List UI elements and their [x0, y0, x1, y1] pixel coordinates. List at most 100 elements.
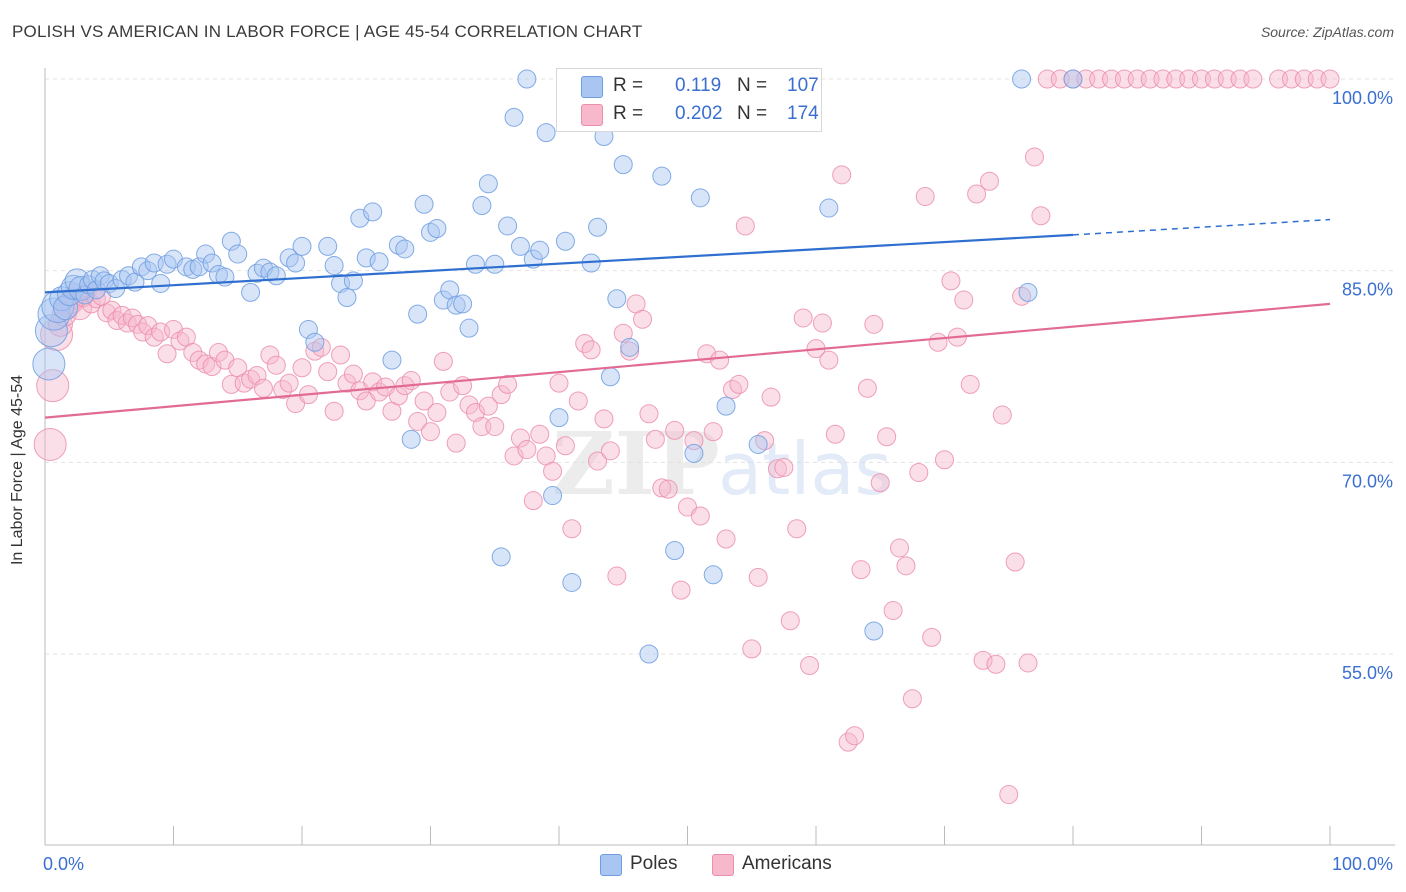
americans-point	[812, 313, 832, 333]
n-value: 174	[787, 103, 819, 124]
americans-point	[845, 726, 865, 746]
americans-point	[690, 506, 710, 526]
poles-point	[228, 244, 248, 264]
americans-point	[607, 566, 627, 586]
americans-point	[247, 365, 267, 385]
americans-point	[864, 314, 884, 334]
americans-point	[915, 187, 935, 207]
americans-point	[967, 184, 987, 204]
r-value: 0.202	[675, 103, 723, 124]
poles-point	[498, 216, 518, 236]
poles-point	[318, 236, 338, 256]
americans-point	[941, 271, 961, 291]
poles-point	[138, 261, 158, 281]
americans-point	[761, 387, 781, 407]
americans-point	[433, 351, 453, 371]
americans-point	[780, 611, 800, 631]
poles-point	[620, 337, 640, 357]
americans-point	[710, 350, 730, 370]
americans-points	[33, 69, 1340, 805]
americans-point	[588, 451, 608, 471]
y-tick-label: 55.0%	[1342, 663, 1393, 683]
axes	[44, 68, 1395, 846]
poles-point	[337, 288, 357, 307]
americans-point	[363, 372, 383, 392]
poles-point	[562, 572, 582, 592]
correlation-legend: R = 0.119 N = 107 R = 0.202 N = 174	[556, 68, 822, 132]
poles-swatch	[581, 76, 603, 98]
legend-label-poles: Poles	[630, 853, 678, 874]
x-tick-label: 0.0%	[43, 854, 84, 874]
poles-point	[613, 155, 633, 175]
poles-point	[472, 196, 492, 215]
tick-labels: 55.0% 70.0% 85.0% 100.0% 0.0% 100.0%	[43, 88, 1393, 874]
trend-lines	[44, 218, 1331, 419]
americans-point	[665, 420, 685, 440]
poles-point	[189, 257, 209, 277]
poles-point	[446, 295, 466, 315]
americans-point	[253, 378, 273, 398]
poles-point	[1063, 69, 1083, 89]
n-label: N =	[737, 103, 768, 124]
americans-point	[979, 171, 999, 191]
americans-point	[414, 391, 434, 411]
poles-point	[607, 289, 627, 309]
americans-point	[742, 639, 762, 659]
poles-point	[485, 254, 505, 274]
americans-point	[97, 303, 117, 323]
poles-trend-extension	[1072, 218, 1331, 236]
americans-point	[491, 385, 511, 405]
americans-point	[973, 650, 993, 670]
poles-point	[433, 290, 453, 310]
americans-point	[645, 429, 665, 449]
poles-point	[427, 219, 447, 238]
americans-point	[421, 422, 440, 442]
americans-point	[568, 391, 588, 411]
americans-point	[33, 427, 67, 461]
americans-point	[517, 440, 537, 460]
poles-point	[453, 294, 473, 314]
americans-point	[928, 332, 948, 352]
poles-point	[395, 239, 415, 259]
americans-point	[543, 461, 563, 481]
americans-point	[183, 342, 203, 362]
poles-point	[864, 621, 884, 641]
poles-point	[1018, 282, 1038, 302]
americans-point	[671, 580, 691, 600]
poles-point	[286, 253, 306, 273]
americans-point	[555, 436, 575, 456]
series-legend: Poles Americans	[0, 852, 1406, 878]
americans-point	[408, 411, 428, 431]
poles-point	[202, 253, 222, 273]
poles-point	[600, 367, 620, 387]
poles-point	[465, 254, 485, 274]
americans-point	[324, 401, 344, 421]
poles-point	[530, 240, 550, 260]
americans-point	[935, 450, 954, 470]
americans-point	[633, 309, 653, 329]
americans-point	[922, 627, 942, 647]
americans-point	[729, 374, 749, 394]
poles-point	[64, 268, 90, 294]
poles-point	[32, 347, 66, 381]
americans-point	[787, 519, 807, 539]
americans-point	[117, 313, 137, 333]
poles-point	[478, 174, 498, 194]
americans-point	[122, 308, 142, 328]
americans-point	[530, 424, 550, 444]
poles-trend-line	[44, 233, 1074, 294]
americans-point	[208, 342, 228, 362]
americans-point	[870, 473, 890, 493]
americans-point	[478, 396, 498, 416]
americans-point	[902, 689, 922, 709]
poles-point	[401, 429, 421, 449]
americans-point	[703, 422, 723, 442]
americans-point	[427, 403, 447, 422]
americans-point	[343, 364, 363, 384]
americans-point	[986, 654, 1006, 674]
americans-point	[999, 785, 1019, 805]
americans-point	[857, 378, 877, 398]
americans-point	[292, 358, 312, 378]
americans-point	[102, 300, 122, 320]
